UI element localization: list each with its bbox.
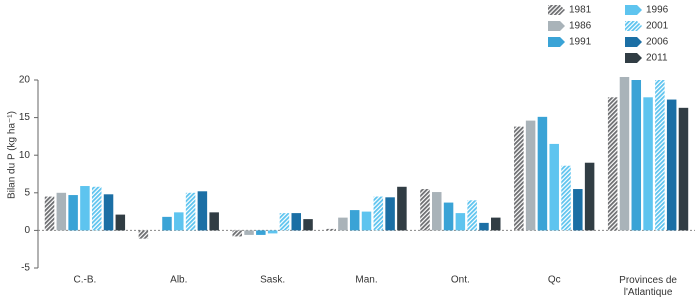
bar (209, 212, 219, 231)
bar (479, 222, 489, 231)
bar (525, 120, 536, 231)
bar (361, 211, 372, 231)
bar (267, 230, 278, 234)
legend-swatch (548, 5, 565, 15)
legend-swatch (625, 53, 642, 63)
bar (467, 200, 477, 231)
y-axis-label: Bilan du P (kg ha⁻¹) (7, 111, 18, 199)
x-tick-label: C.-B. (74, 275, 97, 286)
bar (91, 186, 102, 231)
x-tick-label: Sask. (260, 275, 285, 286)
y-tick-label: 5 (24, 187, 30, 198)
bar (443, 202, 454, 231)
bar (68, 195, 78, 231)
bar (244, 230, 254, 235)
bar (573, 189, 583, 231)
bar (561, 165, 571, 231)
legend-swatch (625, 21, 642, 31)
bar (432, 192, 442, 231)
bar (232, 230, 242, 237)
bar (584, 162, 595, 231)
bar (491, 217, 501, 231)
bar (514, 126, 524, 231)
x-tick-label: Ont. (451, 275, 470, 286)
bar (174, 212, 184, 231)
legend-label: 1991 (569, 37, 592, 48)
bar (256, 230, 266, 235)
y-tick-label: 15 (19, 112, 31, 123)
legend-swatch (548, 37, 565, 47)
bar (338, 217, 348, 231)
bar (197, 191, 208, 231)
x-tick-label: Provinces de l'Atlantique (619, 275, 677, 298)
bar (455, 213, 466, 231)
bar (44, 196, 55, 231)
bar (678, 107, 689, 231)
y-tick-label: 0 (24, 225, 30, 236)
bar (631, 80, 642, 231)
legend-label: 1996 (646, 5, 669, 16)
legend-swatch (625, 37, 642, 47)
legend-label: 2011 (646, 53, 668, 64)
bar (185, 192, 196, 231)
legend-label: 1981 (569, 5, 592, 16)
bar (549, 143, 559, 231)
bar (643, 97, 653, 231)
bar (373, 196, 384, 231)
bar (349, 210, 360, 231)
legend-swatch (625, 5, 642, 15)
bar (103, 194, 114, 231)
bar (607, 97, 618, 231)
bar (56, 192, 67, 231)
bar (326, 228, 336, 231)
legend-label: 2006 (646, 37, 669, 48)
bar (291, 213, 301, 231)
legend-label: 2001 (646, 21, 669, 32)
bar (80, 186, 90, 231)
bar (619, 76, 630, 231)
bar (420, 189, 430, 231)
bar (397, 186, 407, 231)
bar (138, 230, 149, 239)
bar (303, 219, 313, 231)
bar (162, 216, 172, 231)
x-tick-label: Man. (355, 275, 377, 286)
bar (655, 80, 665, 231)
legend-swatch (548, 21, 565, 31)
bar (279, 213, 290, 231)
legend-label: 1986 (569, 21, 592, 32)
x-tick-label: Alb. (170, 275, 187, 286)
bar (385, 197, 395, 231)
x-tick-label: Qc (548, 275, 561, 286)
y-tick-label: 10 (19, 150, 31, 161)
bar (537, 116, 548, 231)
y-tick-label: -5 (21, 263, 30, 274)
bar (115, 214, 126, 231)
bar (666, 99, 677, 231)
y-tick-label: 20 (19, 75, 31, 86)
